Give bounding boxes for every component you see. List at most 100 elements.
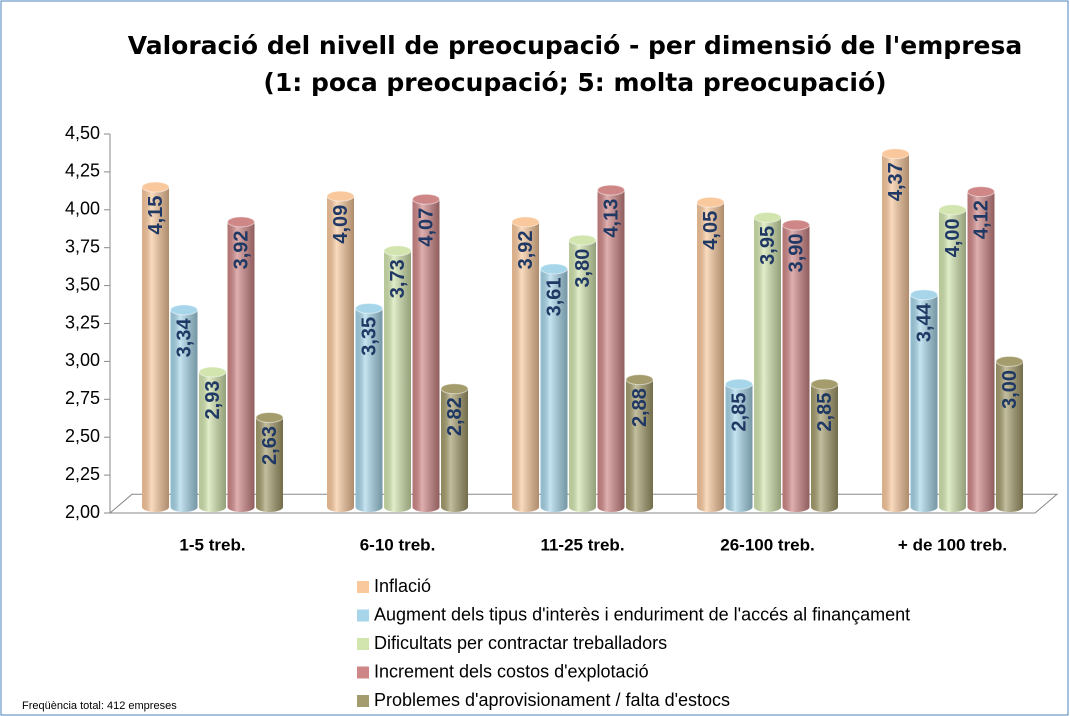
value-label: 3,73: [387, 259, 409, 298]
value-label: 3,92: [515, 230, 537, 269]
bar-shade: [170, 309, 198, 512]
bar: [198, 366, 227, 512]
bar: [568, 234, 597, 512]
bar-shade: [782, 224, 810, 512]
bar: [540, 263, 568, 512]
bar: [910, 289, 938, 512]
value-label: 3,80: [572, 249, 594, 288]
bar-shade: [626, 379, 653, 512]
bar-top: [881, 148, 910, 160]
bar-shade: [569, 240, 596, 512]
bar-shade: [882, 153, 909, 512]
legend-swatch: [357, 609, 369, 622]
value-label: 4,12: [970, 200, 992, 239]
bar-shade: [939, 209, 966, 513]
bar: [938, 204, 967, 513]
legend-label: Dificultats per contractar treballadors: [374, 633, 667, 653]
value-label: 3,90: [785, 233, 807, 272]
value-label: 4,00: [942, 218, 964, 257]
chart-title: Valoració del nivell de preocupació - pe…: [128, 31, 1022, 60]
bar: [625, 374, 654, 512]
bar-shade: [327, 196, 354, 512]
bar: [383, 245, 412, 512]
bar-top: [326, 190, 355, 202]
bar-shade: [142, 187, 169, 512]
bar-top: [782, 219, 810, 231]
value-label: 2,85: [728, 393, 750, 432]
bar-top: [568, 234, 597, 246]
bar-shade: [697, 202, 724, 512]
value-label: 3,61: [543, 277, 565, 316]
bar-shade: [227, 221, 255, 513]
bar-top: [967, 186, 995, 198]
y-tick-label: 3,75: [65, 236, 100, 256]
value-label: 3,35: [358, 317, 380, 356]
bar-shade: [199, 372, 226, 512]
bar-top: [753, 211, 782, 223]
y-tick-label: 4,00: [65, 199, 100, 219]
value-label: 3,95: [757, 226, 779, 265]
bar: [170, 304, 198, 512]
bar-shade: [811, 384, 838, 512]
bar-shade: [967, 191, 995, 512]
value-label: 3,92: [230, 230, 252, 269]
x-tick-label: 1-5 treb.: [179, 535, 245, 554]
bar-top: [511, 216, 540, 228]
bar-shade: [540, 268, 568, 512]
bar-shade: [355, 308, 383, 512]
bar-top: [141, 181, 170, 193]
bar-top: [412, 193, 440, 205]
bar-top: [725, 378, 753, 390]
bar-top: [440, 383, 469, 395]
y-tick-label: 2,25: [65, 464, 100, 484]
value-label: 4,05: [700, 211, 722, 250]
y-tick-label: 3,50: [65, 274, 100, 294]
bar: [995, 355, 1024, 512]
bar-top: [355, 302, 383, 314]
bar-top: [810, 378, 839, 390]
value-label: 2,63: [259, 426, 281, 465]
bar: [967, 186, 995, 512]
bar-shade: [910, 294, 938, 512]
bar-shade: [412, 199, 440, 513]
value-label: 2,88: [629, 388, 651, 427]
y-tick-label: 3,25: [65, 312, 100, 332]
y-tick-label: 4,25: [65, 161, 100, 181]
chart-subtitle: (1: poca preocupació; 5: molta preocupac…: [263, 68, 886, 97]
bar-top: [255, 411, 284, 423]
legend-swatch: [357, 695, 369, 707]
bar-shade: [725, 384, 753, 512]
bar: [696, 196, 725, 512]
y-tick-label: 2,75: [65, 388, 100, 408]
bar-top: [170, 304, 198, 316]
value-label: 2,82: [444, 397, 466, 436]
bar-top: [597, 184, 625, 196]
bar-shade: [597, 190, 625, 513]
footnote: Freqüència total: 412 empreses: [22, 700, 177, 712]
value-label: 2,85: [814, 393, 836, 432]
bar-top: [938, 204, 967, 216]
value-label: 4,37: [885, 162, 907, 201]
y-tick-label: 3,00: [65, 350, 100, 370]
bar-top: [625, 374, 654, 386]
bar: [881, 148, 910, 512]
bar: [326, 190, 355, 512]
bar: [782, 219, 810, 512]
legend-label: Increment dels costos d'explotació: [374, 661, 649, 681]
bar-top: [198, 366, 227, 378]
bar-shade: [512, 221, 539, 513]
bar: [440, 383, 469, 512]
bar: [511, 216, 540, 513]
x-tick-label: + de 100 treb.: [898, 535, 1007, 554]
bar: [810, 378, 839, 512]
bar-shade: [384, 250, 411, 512]
legend-swatch: [357, 666, 369, 679]
x-tick-label: 11-25 treb.: [540, 535, 624, 554]
legend-label: Augment dels tipus d'interès i endurimen…: [374, 604, 910, 624]
bar-top: [383, 245, 412, 257]
value-label: 3,44: [913, 302, 935, 342]
bar-top: [696, 196, 725, 208]
bar-shade: [754, 217, 781, 512]
legend-label: Problemes d'aprovisionament / falta d'es…: [374, 690, 730, 710]
